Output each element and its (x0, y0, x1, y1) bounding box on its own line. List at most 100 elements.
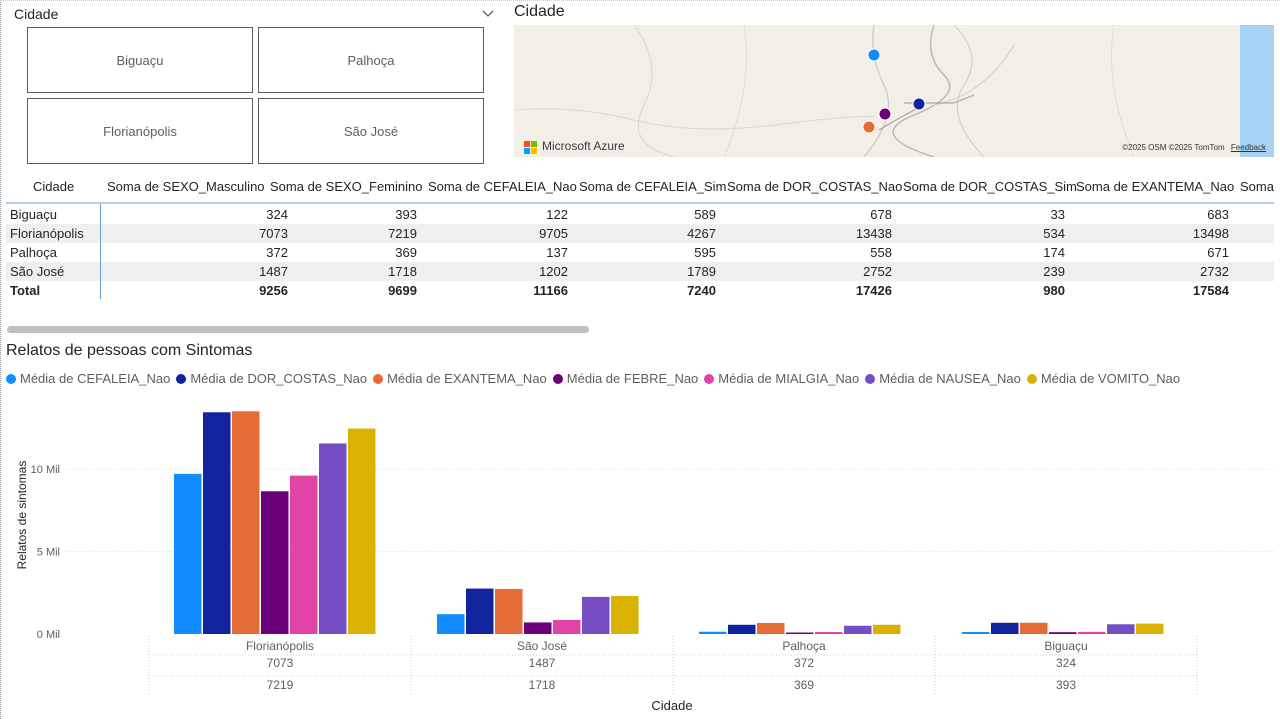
bar[interactable] (1049, 632, 1077, 634)
x-sublabel: 7073 (267, 656, 294, 670)
column-header[interactable]: Soma de DOR_COSTAS_Sim (903, 179, 1077, 194)
bar[interactable] (203, 412, 231, 634)
column-header[interactable]: Soma de EXANTEMA_Nao (1076, 179, 1235, 194)
x-sublabel: 7219 (267, 678, 294, 692)
bar[interactable] (844, 625, 872, 634)
table-cell-value: 534 (1043, 226, 1065, 241)
bar[interactable] (757, 622, 785, 634)
map-point-palhoca (862, 120, 876, 134)
canvas-left-border (0, 0, 1, 719)
column-header[interactable]: Soma de CEFALEIA_Nao (428, 179, 577, 194)
table-cell-value: 9699 (388, 283, 417, 298)
chart-title: Relatos de pessoas com Sintomas (6, 342, 253, 359)
table-cell-value: 7219 (388, 226, 417, 241)
slicer-tile-florianopolis[interactable]: Florianópolis (27, 98, 253, 164)
legend-item[interactable]: Média de VOMITO_Nao (1026, 371, 1180, 386)
table-cell-value: 2732 (1200, 264, 1229, 279)
table-cell-value: 678 (870, 207, 892, 222)
legend-item[interactable]: Média de NAUSEA_Nao (865, 371, 1021, 386)
table-total-row[interactable]: Total 9256 9699 11166 7240 17426 980 17584 (6, 281, 1274, 300)
table-row[interactable]: São José 1487 1718 1202 1789 2752 239 2732 (6, 262, 1274, 281)
bar[interactable] (786, 632, 814, 634)
table-row[interactable]: Florianópolis 7073 7219 9705 4267 13438 534 134… (6, 224, 1274, 243)
bar[interactable] (348, 428, 376, 634)
map-point-sao-jose (878, 107, 892, 121)
table-cell-value: 13438 (855, 226, 892, 241)
table-cell-value: 17426 (855, 283, 892, 298)
table-cell-value: 13498 (1192, 226, 1229, 241)
bar[interactable] (962, 631, 990, 634)
slicer-title: Cidade (14, 6, 59, 22)
x-sublabel: 1487 (529, 656, 556, 670)
table-cell-city: São José (10, 264, 65, 279)
table-cell-value: 393 (395, 207, 417, 222)
bar[interactable] (495, 588, 523, 634)
microsoft-logo-icon (524, 141, 537, 154)
slicer-tile-palhoca[interactable]: Palhoça (258, 27, 484, 93)
column-header[interactable]: Soma de SEXO_Masculino (107, 179, 265, 194)
x-sublabel: 369 (794, 678, 814, 692)
bar[interactable] (991, 622, 1019, 634)
legend-item[interactable]: Média de CEFALEIA_Nao (6, 371, 170, 386)
bar[interactable] (1107, 624, 1135, 634)
legend-item[interactable]: Média de DOR_COSTAS_Nao (176, 371, 367, 386)
bar[interactable] (232, 411, 260, 634)
bar[interactable] (815, 632, 843, 634)
table-cell-city: Palhoça (10, 245, 57, 260)
column-header[interactable]: Soma (1240, 179, 1274, 194)
bar[interactable] (873, 624, 901, 634)
column-header[interactable]: Soma de CEFALEIA_Sim (579, 179, 727, 194)
bar[interactable] (611, 596, 639, 634)
table-cell-value: 122 (546, 207, 568, 222)
table-cell-value: 1487 (259, 264, 288, 279)
bar[interactable] (319, 443, 347, 634)
legend-dot-icon (6, 374, 16, 384)
table-cell-value: 4267 (687, 226, 716, 241)
table-cell-value: 683 (1207, 207, 1229, 222)
bar[interactable] (466, 588, 494, 634)
x-tick-label: Biguaçu (1044, 639, 1087, 653)
bar[interactable] (728, 624, 756, 634)
city-table[interactable]: Cidade Soma de SEXO_Masculino Soma de SE… (6, 172, 1274, 304)
table-horizontal-scrollbar[interactable] (7, 326, 589, 333)
slicer-tile-biguacu[interactable]: Biguaçu (27, 27, 253, 93)
slicer-tile-sao-jose[interactable]: São José (258, 98, 484, 164)
table-cell-value: 671 (1207, 245, 1229, 260)
bar[interactable] (437, 614, 465, 634)
table-cell-value: 9256 (259, 283, 288, 298)
table-cell-value: 11166 (533, 283, 568, 298)
bar[interactable] (1078, 631, 1106, 634)
legend-label: Média de FEBRE_Nao (566, 371, 699, 386)
bar[interactable] (261, 491, 289, 634)
column-header[interactable]: Soma de DOR_COSTAS_Nao (727, 179, 903, 194)
map-bubbles (862, 48, 926, 134)
table-cell-value: 1789 (687, 264, 716, 279)
map-feedback-link[interactable]: Feedback (1230, 143, 1266, 152)
bar[interactable] (174, 473, 202, 634)
chevron-down-icon[interactable] (480, 5, 496, 21)
legend-item[interactable]: Média de FEBRE_Nao (552, 371, 699, 386)
bar-chart[interactable]: 0 Mil 5 Mil 10 Mil Florianópolis 7073 7219 São… (0, 390, 1280, 698)
table-row[interactable]: Biguaçu 324 393 122 589 678 33 683 (6, 205, 1274, 224)
bar[interactable] (553, 619, 581, 634)
bar[interactable] (524, 622, 552, 634)
bar[interactable] (1136, 623, 1164, 634)
table-column-divider (100, 204, 101, 299)
city-map[interactable]: Microsoft Azure ©2025 OSM ©2025 TomTom F… (514, 25, 1274, 157)
legend-item[interactable]: Média de EXANTEMA_Nao (373, 371, 547, 386)
bar[interactable] (699, 631, 727, 634)
table-header: Cidade Soma de SEXO_Masculino Soma de SE… (6, 172, 1274, 202)
bar[interactable] (290, 475, 318, 634)
map-point-biguacu (867, 48, 881, 62)
bar[interactable] (582, 596, 610, 634)
table-row[interactable]: Palhoça 372 369 137 595 558 174 671 (6, 243, 1274, 262)
map-attribution-text: ©2025 OSM ©2025 TomTom (1122, 143, 1225, 152)
x-axis-title: Cidade (651, 698, 693, 713)
column-header[interactable]: Cidade (33, 179, 75, 194)
legend-item[interactable]: Média de MIALGIA_Nao (704, 371, 859, 386)
table-cell-value: 589 (694, 207, 716, 222)
column-header[interactable]: Soma de SEXO_Feminino (270, 179, 423, 194)
table-cell-value: 324 (266, 207, 288, 222)
bar[interactable] (1020, 622, 1048, 634)
map-water (1240, 25, 1274, 157)
